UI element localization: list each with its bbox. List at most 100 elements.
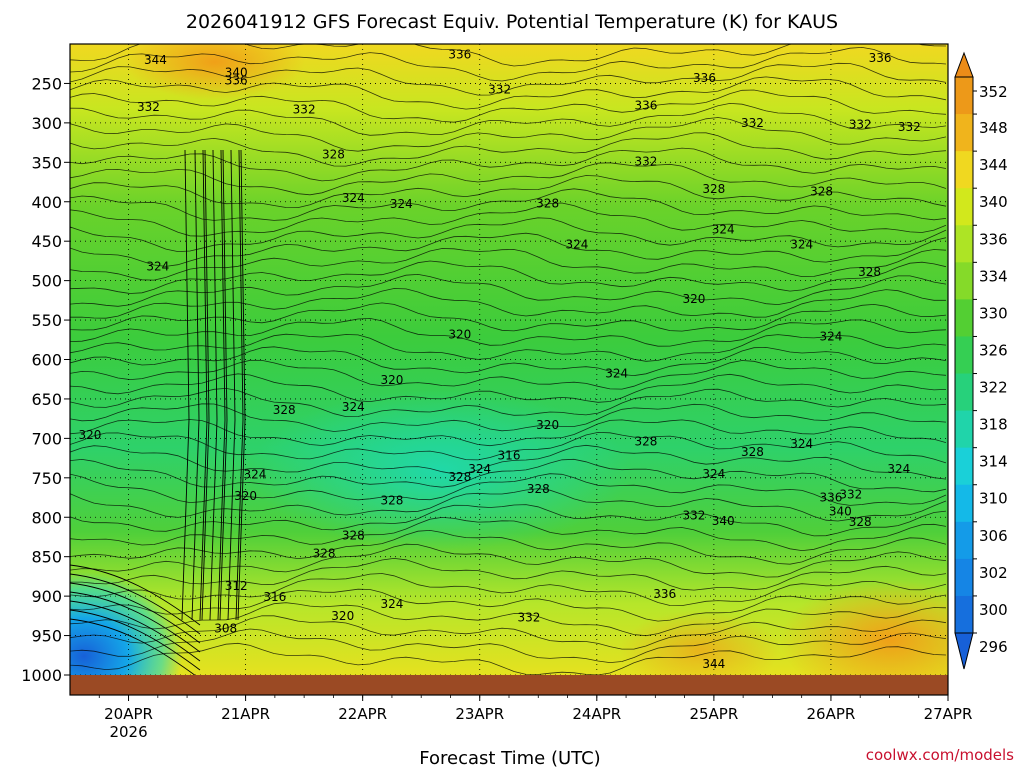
contour-label: 324	[146, 259, 169, 273]
colorbar-label: 300	[979, 601, 1008, 619]
y-tick-label: 300	[31, 114, 62, 133]
contour-line	[70, 419, 947, 447]
colorbar-label: 334	[979, 267, 1008, 285]
contour-label: 308	[214, 621, 237, 635]
contour-label: 324	[790, 437, 813, 451]
contour-label: 332	[898, 120, 921, 134]
contour-line	[70, 628, 947, 664]
colorbar-segment	[955, 336, 973, 375]
contour-line	[70, 232, 947, 267]
y-tick-label: 1000	[21, 666, 62, 685]
contour-line	[70, 46, 947, 82]
colorbar-label: 302	[979, 564, 1008, 582]
convective-contour	[219, 149, 228, 621]
contour-line	[70, 102, 947, 136]
cold-pool-contour	[70, 573, 201, 635]
y-axis: 250 300 350 400 450 500 550 600 650 700 750 800 850 9…	[21, 74, 70, 685]
y-tick-label: 700	[31, 429, 62, 448]
y-tick-label: 450	[31, 232, 62, 251]
contour-label: 328	[313, 547, 336, 561]
y-tick-label: 350	[31, 153, 62, 172]
convective-contour	[199, 149, 208, 621]
contour-line	[70, 403, 947, 432]
contour-label: 328	[741, 445, 764, 459]
warm-lower-region-2	[620, 610, 780, 690]
colorbar-label: 322	[979, 379, 1008, 397]
y-tick-label: 650	[31, 390, 62, 409]
contour-label: 312	[225, 579, 248, 593]
contour-label: 320	[78, 428, 101, 442]
convective-contour	[209, 149, 218, 621]
contour-label: 328	[342, 528, 365, 542]
colorbar-label: 352	[979, 83, 1008, 101]
x-tick-label: 20APR	[104, 705, 153, 723]
contour-label: 332	[488, 83, 511, 97]
teal-core-region	[250, 390, 630, 550]
contour-label: 328	[858, 265, 881, 279]
cold-pool-contour	[70, 564, 201, 626]
contour-line	[70, 288, 946, 319]
contour-label: 324	[342, 400, 365, 414]
contour-label: 328	[527, 482, 550, 496]
colorbar-label: 314	[979, 453, 1008, 471]
contour-line	[70, 642, 947, 676]
colorbar-segment	[955, 188, 973, 226]
y-tick-label: 500	[31, 272, 62, 291]
convective-contour	[237, 149, 246, 621]
contour-label: 320	[448, 327, 471, 341]
x-tick-label: 22APR	[338, 705, 387, 723]
y-tick-label: 950	[31, 627, 62, 646]
watermark: coolwx.com/models	[866, 746, 1014, 764]
colorbar-label: 340	[979, 193, 1008, 211]
y-tick-label: 800	[31, 508, 62, 527]
contour-label: 328	[322, 147, 345, 161]
contour-line	[70, 132, 947, 167]
y-tick-label: 250	[31, 74, 62, 93]
contour-line	[70, 516, 947, 552]
colorbar-segment	[955, 114, 973, 152]
colorbar-label: 318	[979, 416, 1008, 434]
contour-label: 320	[380, 373, 403, 387]
contour-line	[70, 588, 947, 622]
contour-label: 336	[693, 71, 716, 85]
contour-label: 340	[829, 505, 852, 519]
contour-label: 324	[819, 330, 842, 344]
contour-label: 336	[225, 73, 248, 87]
colorbar-segment	[955, 521, 973, 560]
contour-label: 336	[448, 47, 471, 61]
contour-label: 324	[605, 367, 628, 381]
y-tick-label: 400	[31, 193, 62, 212]
colorbar-bottom-arrow	[954, 632, 974, 670]
contour-label: 332	[517, 610, 540, 624]
contour-label: 324	[468, 462, 491, 476]
contour-line	[70, 162, 947, 196]
contour-label: 328	[380, 494, 403, 508]
colorbar-top-arrow	[954, 51, 974, 78]
contour-label: 332	[683, 509, 706, 523]
colorbar-segment	[955, 373, 973, 412]
contour-label: 328	[702, 182, 725, 196]
y-tick-label: 900	[31, 587, 62, 606]
contour-label: 332	[839, 487, 862, 501]
colorbar-frame	[954, 76, 974, 634]
contour-line	[70, 504, 947, 537]
colorbar-segment	[955, 410, 973, 449]
x-tick-label: 27APR	[924, 705, 973, 723]
contour-line	[70, 273, 947, 307]
colorbar-segment	[955, 151, 973, 189]
contour-label: 340	[712, 514, 735, 528]
convective-contour	[191, 149, 200, 621]
colorbar-segment	[955, 262, 973, 300]
y-tick-label: 750	[31, 469, 62, 488]
colorbar-label: 296	[979, 638, 1008, 656]
contour-label: 336	[635, 99, 658, 113]
contour-label: 344	[702, 657, 725, 671]
contour-label: 324	[712, 222, 735, 236]
contour-line	[70, 573, 947, 607]
contour-label: 324	[565, 237, 588, 251]
colorbar-segment	[955, 484, 973, 523]
